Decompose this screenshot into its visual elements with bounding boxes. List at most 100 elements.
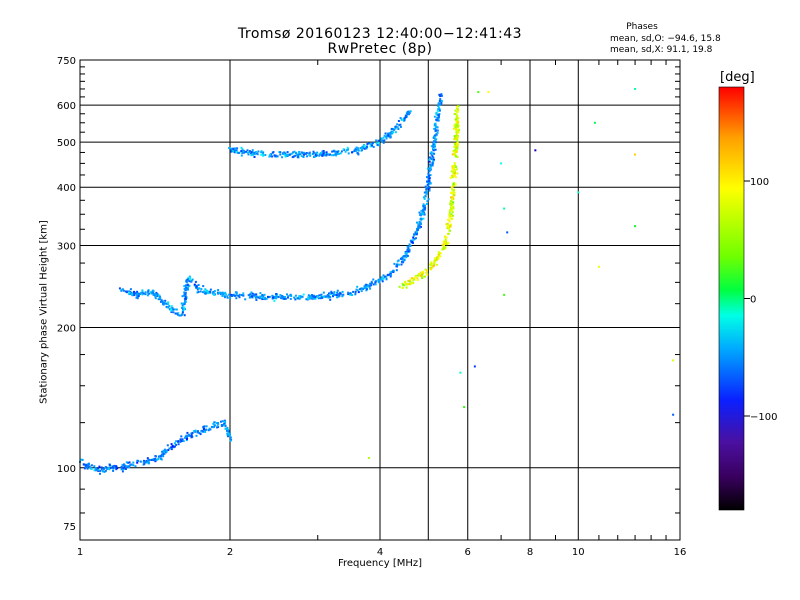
echo-point xyxy=(437,106,440,109)
echo-point xyxy=(427,173,430,176)
echo-point xyxy=(455,131,458,134)
echo-point xyxy=(231,295,233,297)
echo-point xyxy=(411,241,414,243)
echo-point xyxy=(398,124,401,127)
echo-point xyxy=(173,308,176,311)
echo-point xyxy=(228,146,231,149)
echo-point xyxy=(170,443,173,446)
echo-point xyxy=(325,153,328,156)
echo-point xyxy=(420,274,422,277)
echo-point xyxy=(392,271,395,273)
echo-point xyxy=(432,160,435,163)
echo-point xyxy=(388,132,391,135)
echo-point xyxy=(452,201,455,204)
echo-point xyxy=(274,155,277,158)
echo-point xyxy=(381,280,384,283)
echo-point xyxy=(436,116,439,119)
echo-point xyxy=(227,431,230,434)
echo-point xyxy=(217,289,220,291)
echo-point xyxy=(440,94,443,97)
echo-point xyxy=(293,150,296,153)
echo-point xyxy=(430,151,433,154)
echo-point xyxy=(213,294,216,296)
echo-point xyxy=(335,154,338,157)
echo-point xyxy=(113,464,116,467)
echo-point xyxy=(313,294,315,297)
echo-point xyxy=(179,438,182,441)
echo-point xyxy=(190,432,193,435)
echo-point xyxy=(261,294,264,296)
echo-point xyxy=(430,153,433,156)
echo-point xyxy=(324,153,327,156)
echo-point xyxy=(332,293,335,296)
echo-point xyxy=(349,292,352,295)
echo-point xyxy=(322,291,325,294)
echo-point xyxy=(422,210,425,213)
echo-point xyxy=(329,293,332,296)
echo-point xyxy=(435,133,438,136)
echo-point xyxy=(457,109,460,112)
echo-point xyxy=(126,291,128,294)
echo-point xyxy=(125,465,128,468)
echo-point xyxy=(415,231,418,234)
echo-point xyxy=(103,470,106,473)
echo-point xyxy=(397,128,400,130)
echo-point xyxy=(363,147,366,150)
echo-point xyxy=(423,207,426,210)
echo-point xyxy=(226,428,229,431)
echo-point xyxy=(107,467,110,470)
echo-point xyxy=(312,297,315,299)
echo-point xyxy=(286,293,288,296)
echo-point xyxy=(164,449,167,452)
echo-point xyxy=(402,283,405,286)
echo-point xyxy=(249,296,252,299)
echo-point xyxy=(401,282,404,285)
echo-point xyxy=(500,162,503,165)
echo-point xyxy=(226,429,228,432)
echo-point xyxy=(451,164,454,167)
echo-point xyxy=(146,294,149,297)
echo-point xyxy=(429,152,432,155)
echo-point xyxy=(372,278,375,281)
echo-point xyxy=(434,127,437,130)
echo-point xyxy=(430,145,433,148)
echo-point xyxy=(456,147,459,150)
echo-point xyxy=(240,294,243,296)
echo-point xyxy=(405,256,408,258)
echo-point xyxy=(422,207,425,209)
echo-point xyxy=(400,263,403,266)
echo-point xyxy=(449,225,452,228)
echo-point xyxy=(302,156,305,158)
echo-point xyxy=(449,176,452,179)
echo-point xyxy=(161,300,164,303)
echo-point xyxy=(181,307,184,309)
echo-point xyxy=(223,295,226,298)
echo-point xyxy=(106,467,109,470)
echo-point xyxy=(156,293,159,296)
echo-point xyxy=(376,143,379,146)
echo-point xyxy=(389,275,392,278)
echo-point xyxy=(450,200,452,203)
echo-point xyxy=(205,290,208,293)
echo-point xyxy=(456,138,459,141)
echo-point xyxy=(432,156,435,159)
phase-stats-title: Phases xyxy=(626,22,658,32)
echo-point xyxy=(358,288,361,291)
echo-point xyxy=(473,365,476,368)
echo-point xyxy=(437,257,440,260)
echo-point xyxy=(452,174,455,177)
echo-point xyxy=(183,306,186,309)
echo-point xyxy=(454,134,457,137)
echo-point xyxy=(250,154,253,157)
echo-point xyxy=(209,288,212,291)
echo-point xyxy=(435,141,437,144)
echo-point xyxy=(377,141,380,144)
echo-point xyxy=(336,296,339,299)
echo-point xyxy=(212,426,215,429)
echo-point xyxy=(251,149,254,152)
echo-point xyxy=(229,439,232,442)
echo-point xyxy=(234,291,237,294)
echo-point xyxy=(198,287,201,290)
echo-point xyxy=(359,147,362,149)
